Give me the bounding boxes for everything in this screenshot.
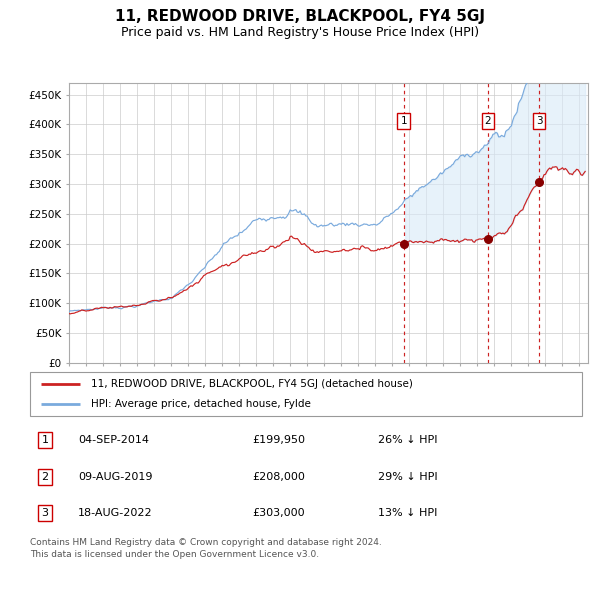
- Text: 3: 3: [41, 509, 49, 518]
- Text: £208,000: £208,000: [252, 472, 305, 481]
- Text: 18-AUG-2022: 18-AUG-2022: [78, 509, 152, 518]
- Text: 2: 2: [41, 472, 49, 481]
- Text: 13% ↓ HPI: 13% ↓ HPI: [378, 509, 437, 518]
- Text: 04-SEP-2014: 04-SEP-2014: [78, 435, 149, 445]
- Text: 26% ↓ HPI: 26% ↓ HPI: [378, 435, 437, 445]
- Text: 09-AUG-2019: 09-AUG-2019: [78, 472, 152, 481]
- Text: Price paid vs. HM Land Registry's House Price Index (HPI): Price paid vs. HM Land Registry's House …: [121, 26, 479, 39]
- Text: £199,950: £199,950: [252, 435, 305, 445]
- Text: 3: 3: [536, 116, 542, 126]
- Text: 1: 1: [400, 116, 407, 126]
- Text: 11, REDWOOD DRIVE, BLACKPOOL, FY4 5GJ: 11, REDWOOD DRIVE, BLACKPOOL, FY4 5GJ: [115, 9, 485, 24]
- FancyBboxPatch shape: [30, 372, 582, 416]
- Text: HPI: Average price, detached house, Fylde: HPI: Average price, detached house, Fyld…: [91, 399, 311, 409]
- Text: 11, REDWOOD DRIVE, BLACKPOOL, FY4 5GJ (detached house): 11, REDWOOD DRIVE, BLACKPOOL, FY4 5GJ (d…: [91, 379, 413, 389]
- Text: 1: 1: [41, 435, 49, 445]
- Text: 29% ↓ HPI: 29% ↓ HPI: [378, 472, 437, 481]
- Text: 2: 2: [484, 116, 491, 126]
- Text: Contains HM Land Registry data © Crown copyright and database right 2024.
This d: Contains HM Land Registry data © Crown c…: [30, 538, 382, 559]
- Text: £303,000: £303,000: [252, 509, 305, 518]
